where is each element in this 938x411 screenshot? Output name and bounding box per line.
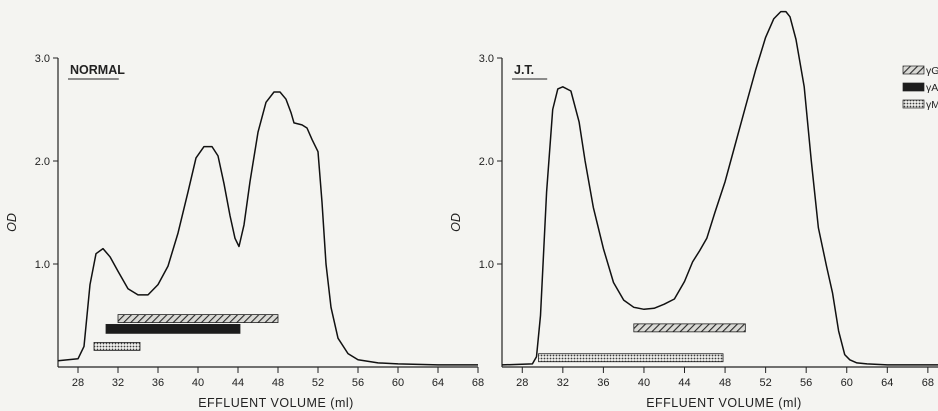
- x-tick-label: 60: [841, 377, 853, 389]
- y-axis-label: OD: [449, 213, 463, 232]
- x-tick-label: 56: [352, 377, 364, 389]
- x-tick-label: 64: [881, 377, 893, 389]
- legend-label-a: γA: [926, 82, 938, 94]
- y-tick-label: 2.0: [35, 156, 50, 168]
- y-tick-label: 2.0: [479, 156, 494, 168]
- x-tick-label: 56: [800, 377, 812, 389]
- legend-swatch-g: [902, 65, 925, 75]
- elution-bar-dotted: [93, 341, 141, 351]
- x-tick-label: 36: [597, 377, 609, 389]
- y-axis-label: OD: [5, 213, 19, 232]
- x-tick-label: 36: [152, 377, 164, 389]
- series-line: [501, 10, 938, 366]
- legend-swatch-m: [902, 99, 925, 109]
- x-tick-label: 68: [922, 377, 934, 389]
- x-tick-label: 32: [557, 377, 569, 389]
- legend: γG γA γM: [902, 65, 938, 111]
- panel-title: J.T.: [514, 63, 534, 77]
- x-tick-label: 44: [232, 377, 244, 389]
- x-tick-label: 28: [72, 377, 84, 389]
- x-tick-label: 40: [638, 377, 650, 389]
- chart-panel-1: 28 32 36 40 44 48 52 56 60 64 68 1.0 2.0 3.0 EFFLUENT …: [5, 53, 484, 410]
- elution-bar-dotted: [538, 353, 724, 363]
- x-axis-label: EFFLUENT VOLUME (ml): [646, 396, 802, 410]
- legend-label-m: γM: [926, 99, 938, 111]
- series-line: [57, 91, 478, 366]
- elution-bar-hatched: [633, 323, 746, 333]
- x-tick-label: 44: [678, 377, 690, 389]
- x-tick-label: 60: [392, 377, 404, 389]
- x-tick-label: 52: [760, 377, 772, 389]
- panel-title: NORMAL: [70, 63, 125, 77]
- legend-label-g: γG: [926, 65, 938, 77]
- x-tick-label: 28: [516, 377, 528, 389]
- y-tick-label: 3.0: [35, 53, 50, 65]
- x-tick-label: 48: [272, 377, 284, 389]
- x-tick-label: 32: [112, 377, 124, 389]
- y-tick-label: 1.0: [479, 259, 494, 271]
- x-tick-label: 52: [312, 377, 324, 389]
- y-tick-label: 3.0: [479, 53, 494, 65]
- elution-bar-solid: [105, 323, 241, 334]
- x-axis-label: EFFLUENT VOLUME (ml): [198, 396, 354, 410]
- chart-panel-2: 28 32 36 40 44 48 52 56 60 64 68 1.0 2.0 3.0 EFFLUENT …: [449, 10, 938, 410]
- x-tick-label: 48: [719, 377, 731, 389]
- elution-bar-hatched: [117, 314, 279, 323]
- y-tick-label: 1.0: [35, 259, 50, 271]
- legend-swatch-a: [902, 82, 925, 92]
- x-tick-label: 64: [432, 377, 444, 389]
- x-tick-label: 68: [472, 377, 484, 389]
- x-tick-label: 40: [192, 377, 204, 389]
